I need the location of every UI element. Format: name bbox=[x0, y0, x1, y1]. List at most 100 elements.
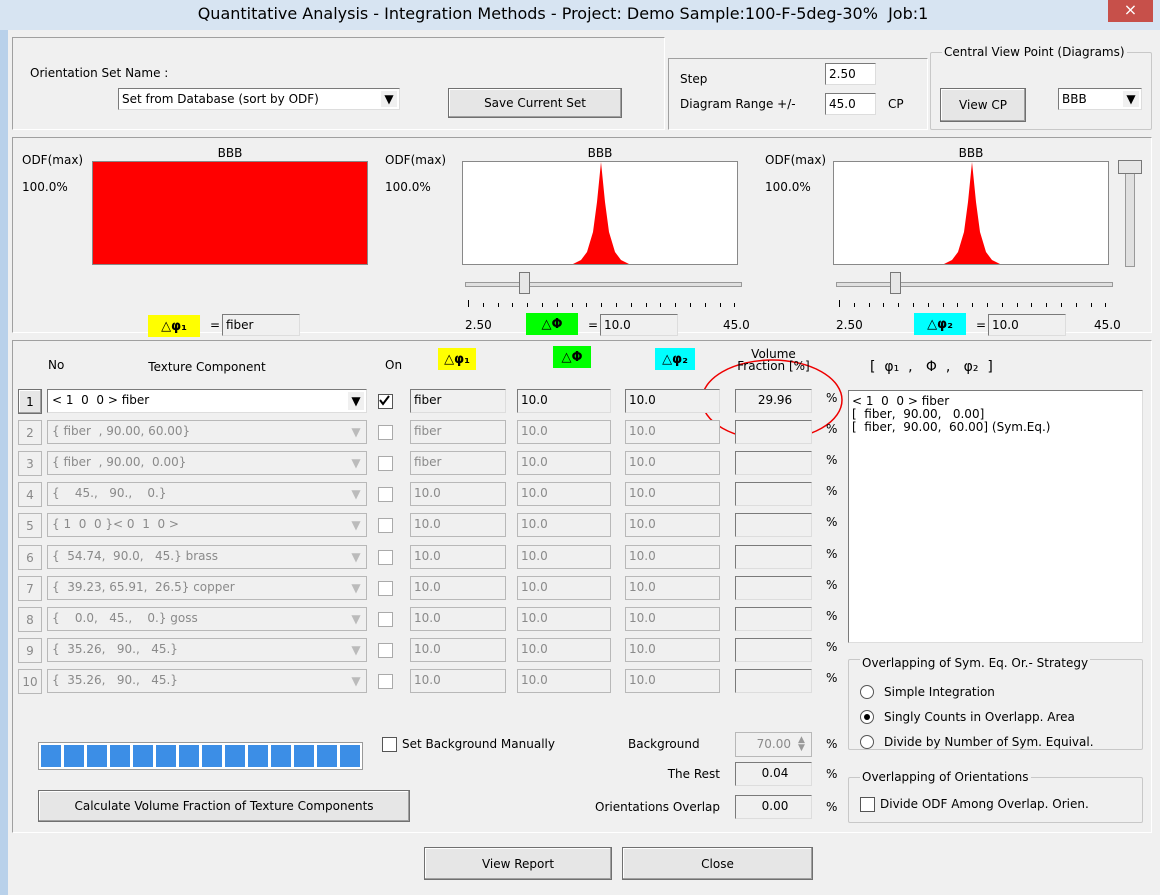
tick bbox=[1090, 303, 1092, 307]
row-number[interactable]: 8 bbox=[18, 607, 42, 632]
list-item[interactable]: [ fiber, 90.00, 60.00] (Sym.Eq.) bbox=[852, 420, 1051, 434]
close-x[interactable]: × bbox=[1108, 0, 1153, 22]
orientation-select[interactable]: Set from Database (sort by ODF) ▼ bbox=[118, 88, 400, 110]
angle-input[interactable]: 10.0 bbox=[517, 451, 611, 475]
percent: % bbox=[826, 453, 838, 467]
angle-input[interactable]: 10.0 bbox=[517, 638, 611, 662]
delta-input[interactable]: fiber bbox=[222, 314, 300, 336]
component-select[interactable]: { 45., 90., 0.} ▼ bbox=[47, 482, 367, 506]
slider-track[interactable] bbox=[465, 282, 742, 287]
step-input[interactable]: 2.50 bbox=[825, 63, 876, 85]
vertical-slider[interactable] bbox=[1125, 165, 1135, 267]
angle-input[interactable]: 10.0 bbox=[410, 545, 506, 569]
slider-thumb[interactable] bbox=[890, 272, 901, 294]
on-checkbox[interactable] bbox=[378, 643, 393, 658]
angle-input[interactable]: 10.0 bbox=[625, 451, 720, 475]
on-checkbox[interactable] bbox=[378, 425, 393, 440]
component-select[interactable]: { fiber , 90.00, 0.00} ▼ bbox=[47, 451, 367, 475]
angle-input[interactable]: 10.0 bbox=[517, 607, 611, 631]
calculate-button[interactable]: Calculate Volume Fraction of Texture Com… bbox=[38, 790, 410, 822]
equals: = bbox=[976, 318, 987, 332]
checkbox[interactable] bbox=[382, 737, 397, 752]
on-checkbox[interactable] bbox=[378, 612, 393, 627]
angle-input[interactable]: 10.0 bbox=[625, 389, 720, 413]
delta-input[interactable]: 10.0 bbox=[988, 314, 1066, 336]
angle-input[interactable]: 10.0 bbox=[517, 420, 611, 444]
row-number[interactable]: 9 bbox=[18, 638, 42, 663]
angle-input[interactable]: 10.0 bbox=[517, 545, 611, 569]
component-select[interactable]: < 1 0 0 > fiber ▼ bbox=[47, 389, 367, 413]
radio[interactable] bbox=[860, 685, 874, 699]
spinner[interactable]: ▲ ▼ bbox=[798, 735, 805, 753]
list-item[interactable]: [ fiber, 90.00, 0.00] bbox=[852, 407, 985, 421]
component-select[interactable]: { 39.23, 65.91, 26.5} copper ▼ bbox=[47, 576, 367, 600]
angle-input[interactable]: 10.0 bbox=[625, 607, 720, 631]
on-checkbox[interactable] bbox=[378, 674, 393, 689]
angle-input[interactable]: fiber bbox=[410, 451, 506, 475]
angle-input[interactable]: 10.0 bbox=[517, 576, 611, 600]
component-select[interactable]: { 35.26, 90., 45.} ▼ bbox=[47, 669, 367, 693]
view-cp-button[interactable]: View CP bbox=[940, 88, 1026, 122]
slider-thumb[interactable] bbox=[1118, 160, 1142, 174]
angle-input[interactable]: 10.0 bbox=[625, 638, 720, 662]
angle-input[interactable]: 10.0 bbox=[625, 513, 720, 537]
save-button[interactable]: Save Current Set bbox=[448, 88, 622, 118]
slider-track[interactable] bbox=[836, 282, 1113, 287]
angle-input[interactable]: 10.0 bbox=[625, 576, 720, 600]
angle-input[interactable]: 10.0 bbox=[410, 669, 506, 693]
angle-input[interactable]: 10.0 bbox=[517, 389, 611, 413]
percent: % bbox=[826, 737, 838, 751]
row-number[interactable]: 6 bbox=[18, 545, 42, 570]
angle-input[interactable]: 10.0 bbox=[410, 638, 506, 662]
row-number[interactable]: 1 bbox=[18, 389, 42, 414]
on-checkbox[interactable] bbox=[378, 581, 393, 596]
radio[interactable] bbox=[860, 710, 874, 724]
delta-input[interactable]: 10.0 bbox=[600, 314, 678, 336]
tick bbox=[987, 303, 988, 307]
checkbox[interactable] bbox=[860, 797, 875, 812]
angle-input[interactable]: 10.0 bbox=[410, 607, 506, 631]
background-input[interactable]: 70.00 bbox=[735, 732, 812, 757]
component-select[interactable]: { 35.26, 90., 45.} ▼ bbox=[47, 638, 367, 662]
listbox[interactable]: < 1 0 0 > fiber[ fiber, 90.00, 0.00][ fi… bbox=[848, 390, 1143, 643]
range-min: 2.50 bbox=[465, 318, 492, 332]
angle-input[interactable]: 10.0 bbox=[410, 513, 506, 537]
angle-input[interactable]: fiber bbox=[410, 389, 506, 413]
angle-input[interactable]: 10.0 bbox=[517, 669, 611, 693]
component-select[interactable]: { fiber , 90.00, 60.00} ▼ bbox=[47, 420, 367, 444]
radio[interactable] bbox=[860, 735, 874, 749]
row-number[interactable]: 3 bbox=[18, 451, 42, 476]
row-number[interactable]: 4 bbox=[18, 482, 42, 507]
component-select[interactable]: { 1 0 0 }< 0 1 0 > ▼ bbox=[47, 513, 367, 537]
angle-input[interactable]: 10.0 bbox=[625, 420, 720, 444]
row-number[interactable]: 7 bbox=[18, 576, 42, 601]
cp-select[interactable]: BBB ▼ bbox=[1058, 88, 1142, 110]
row-number[interactable]: 2 bbox=[18, 420, 42, 445]
value: { 54.74, 90.0, 45.} brass bbox=[52, 549, 218, 563]
component-select[interactable]: { 54.74, 90.0, 45.} brass ▼ bbox=[47, 545, 367, 569]
row-number[interactable]: 10 bbox=[18, 669, 42, 694]
angle-input[interactable]: 10.0 bbox=[517, 482, 611, 506]
angle-input[interactable]: 10.0 bbox=[410, 482, 506, 506]
report-button[interactable]: View Report bbox=[424, 847, 612, 880]
on-checkbox[interactable] bbox=[378, 518, 393, 533]
angle-input[interactable]: 10.0 bbox=[625, 482, 720, 506]
on-checkbox[interactable] bbox=[378, 487, 393, 502]
angle-input[interactable]: fiber bbox=[410, 420, 506, 444]
angle-input[interactable]: 10.0 bbox=[410, 576, 506, 600]
angle-input[interactable]: 10.0 bbox=[625, 669, 720, 693]
close-button[interactable]: Close bbox=[622, 847, 813, 880]
list-item[interactable]: < 1 0 0 > fiber bbox=[852, 394, 950, 408]
row-number[interactable]: 5 bbox=[18, 513, 42, 538]
tick bbox=[556, 303, 558, 307]
range-input[interactable]: 45.0 bbox=[825, 93, 876, 115]
angle-input[interactable]: 10.0 bbox=[517, 513, 611, 537]
on-checkbox[interactable] bbox=[378, 550, 393, 565]
on-checkbox[interactable] bbox=[378, 456, 393, 471]
fraction bbox=[735, 607, 812, 631]
slider-thumb[interactable] bbox=[519, 272, 530, 294]
angle-input[interactable]: 10.0 bbox=[625, 545, 720, 569]
progress-block bbox=[340, 745, 360, 767]
on-checkbox[interactable] bbox=[378, 394, 393, 409]
component-select[interactable]: { 0.0, 45., 0.} goss ▼ bbox=[47, 607, 367, 631]
